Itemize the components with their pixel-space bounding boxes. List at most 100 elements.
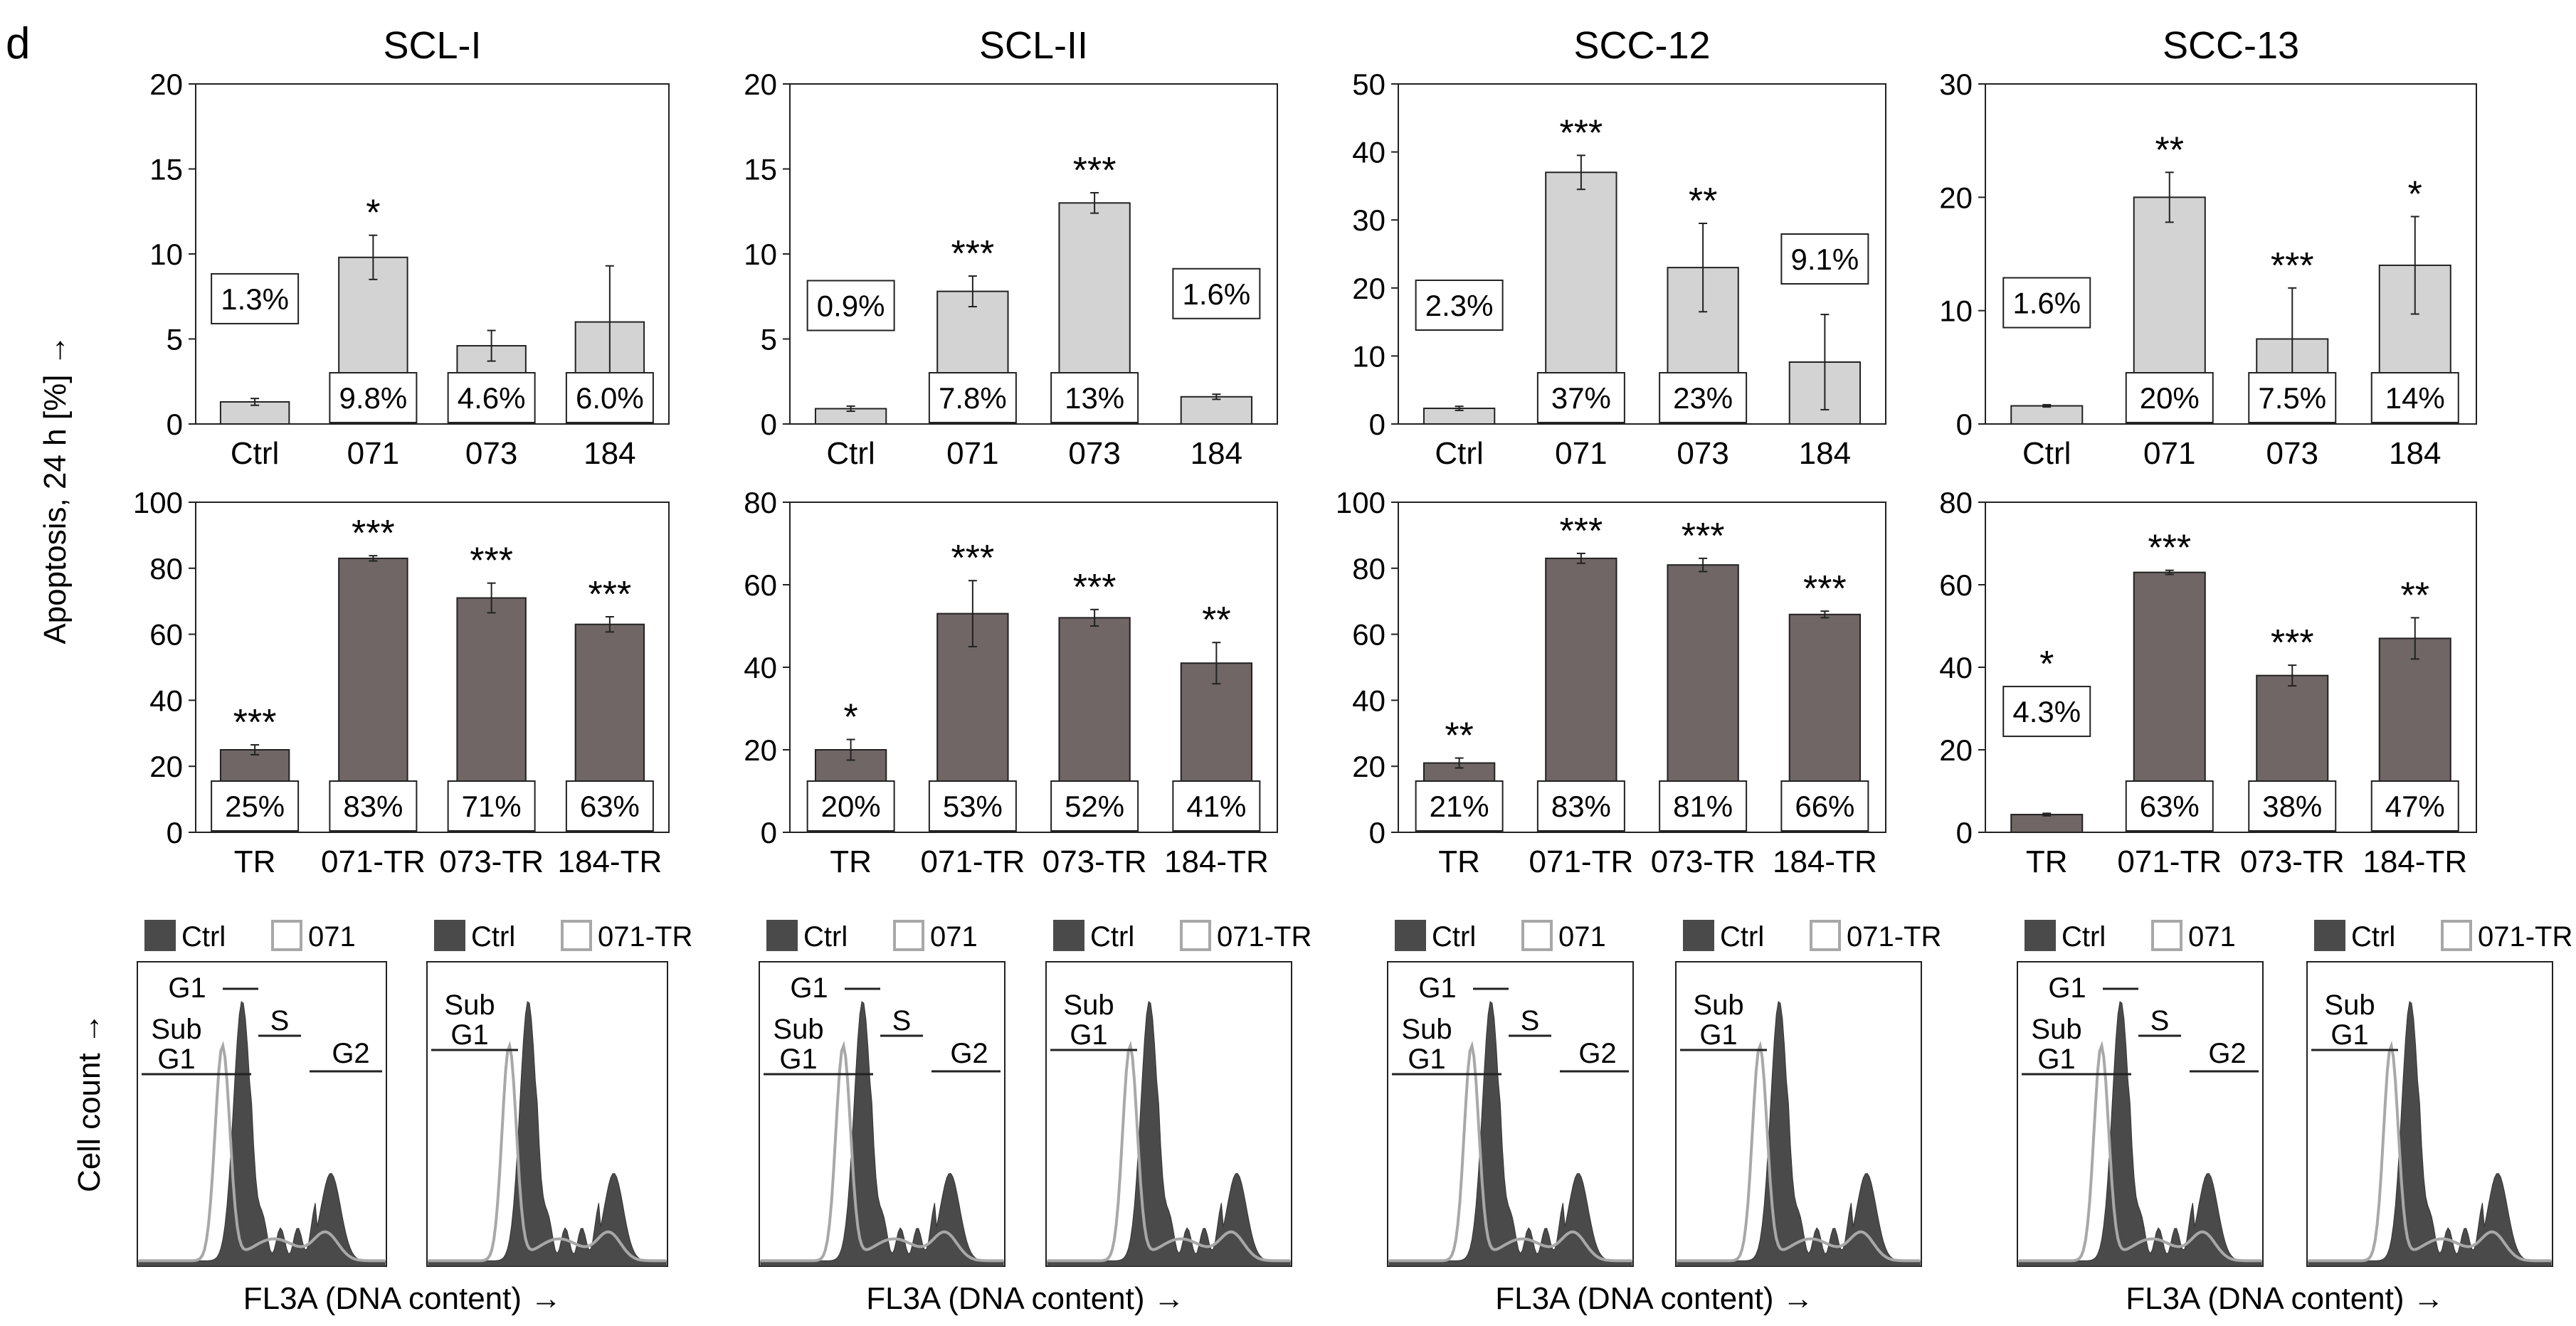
bottom-ytick-label: 0 xyxy=(761,816,777,849)
top-category-label: Ctrl xyxy=(231,436,279,471)
legend-label-treated: 071 xyxy=(1558,921,1606,953)
gate-label-g1: G1 xyxy=(168,972,206,1004)
top-ytick-label: 0 xyxy=(1369,408,1385,441)
gate-label-sub: Sub xyxy=(1401,1014,1452,1045)
column-2: SCL-II051015200.9%Ctrl7.8%***07113%***07… xyxy=(744,24,1278,879)
top-ytick-label: 50 xyxy=(1352,68,1385,101)
top-ytick-label: 0 xyxy=(1956,408,1973,441)
legend-swatch-treated xyxy=(2441,920,2472,951)
bottom-value-label: 47% xyxy=(2385,790,2445,823)
top-ytick-label: 10 xyxy=(1939,295,1973,328)
bottom-value-label-box xyxy=(1536,780,1625,832)
panel-letter: d xyxy=(6,19,30,68)
top-value-label: 1.3% xyxy=(221,282,289,316)
bottom-category-label: 184-TR xyxy=(1164,844,1269,879)
y-axis-label: Apoptosis, 24 h [%] → xyxy=(38,334,73,644)
gate-label-s: S xyxy=(1521,1005,1540,1036)
column-title: SCL-I xyxy=(383,24,481,67)
bottom-value-label-box xyxy=(2002,686,2091,738)
histogram-treated-line xyxy=(1389,1040,1632,1263)
bottom-significance: *** xyxy=(352,513,395,554)
gate-label-sub: Sub xyxy=(1063,990,1114,1021)
bottom-value-label-box xyxy=(1780,780,1869,832)
top-value-label: 1.6% xyxy=(1183,277,1251,311)
bottom-value-label-box xyxy=(928,780,1017,832)
bottom-category-label: TR xyxy=(830,844,872,879)
top-significance: ** xyxy=(1689,181,1717,222)
legend-swatch-ctrl xyxy=(144,920,176,951)
gate-label-s: S xyxy=(270,1005,290,1036)
bottom-significance: *** xyxy=(1803,568,1847,610)
bottom-category-label: 184-TR xyxy=(1773,844,1877,879)
bottom-value-label: 83% xyxy=(343,790,403,823)
top-value-label-box xyxy=(2002,277,2091,329)
top-value-label-box xyxy=(329,372,418,423)
gate-label-sub-g1: G1 xyxy=(1699,1019,1737,1051)
column-title: SCC-12 xyxy=(1573,24,1710,67)
bottom-value-label-box xyxy=(1415,780,1504,832)
gate-label-s: S xyxy=(2150,1005,2170,1036)
bottom-value-label-box xyxy=(1050,780,1139,832)
top-category-label: 073 xyxy=(2266,436,2318,471)
top-value-label-box xyxy=(2125,372,2214,423)
bottom-value-label: 66% xyxy=(1795,790,1854,823)
column-1: SCL-I 0 5 10 15 20 1.3% Ctrl 9.8% * 071 4.6% 073 6.0%… xyxy=(133,24,670,879)
top-value-label: 14% xyxy=(2385,381,2445,415)
legend-swatch-ctrl xyxy=(1053,920,1084,951)
top-value-label: 4.6% xyxy=(458,381,526,415)
top-plot-frame xyxy=(1985,83,2477,425)
bottom-ytick-label: 20 xyxy=(744,733,777,767)
bottom-ytick-label: 20 xyxy=(1939,733,1973,767)
legend-label-treated: 071-TR xyxy=(1217,921,1311,953)
bottom-value-label: 41% xyxy=(1186,790,1246,823)
top-value-label-box xyxy=(2248,372,2337,423)
histogram-treated-line xyxy=(139,1041,385,1263)
bottom-ytick-label: 60 xyxy=(149,618,183,652)
bottom-significance: ** xyxy=(1202,600,1230,641)
bottom-ytick-label: 80 xyxy=(1939,486,1973,519)
bottom-category-label: TR xyxy=(2026,844,2068,879)
top-value-label: 9.8% xyxy=(339,381,408,415)
top-plot-frame xyxy=(789,83,1278,425)
bottom-significance: * xyxy=(2039,644,2054,685)
bottom-plot-frame xyxy=(1398,502,1886,833)
bottom-value-label: 52% xyxy=(1065,790,1124,823)
top-value-label-box xyxy=(447,372,536,423)
gate-label-sub: Sub xyxy=(1693,990,1743,1021)
bottom-category-label: TR xyxy=(1438,844,1480,879)
bottom-significance: *** xyxy=(951,538,995,579)
top-value-label: 23% xyxy=(1673,381,1733,415)
bottom-significance: *** xyxy=(1560,511,1603,552)
column-title: SCC-13 xyxy=(2163,24,2299,67)
bottom-significance: *** xyxy=(1073,567,1117,608)
bottom-significance: *** xyxy=(470,541,513,582)
bottom-category-label: 073-TR xyxy=(1651,844,1756,879)
bottom-category-label: 073-TR xyxy=(439,844,544,879)
top-category-label: 184 xyxy=(2389,436,2441,471)
legend-label-ctrl: Ctrl xyxy=(803,921,848,953)
legend-label-treated: 071-TR xyxy=(1847,921,1941,953)
bottom-category-label: TR xyxy=(234,844,276,879)
top-category-label: Ctrl xyxy=(826,436,875,471)
top-category-label: 184 xyxy=(1191,436,1242,471)
bottom-value-label: 63% xyxy=(2140,790,2200,823)
bottom-category-label: 184-TR xyxy=(2363,844,2467,879)
top-significance: * xyxy=(366,193,380,234)
bottom-significance: *** xyxy=(2148,528,2191,569)
bottom-value-label: 53% xyxy=(943,790,1003,823)
top-category-label: Ctrl xyxy=(2022,436,2071,471)
top-ytick-label: 10 xyxy=(149,238,183,271)
legend-label-ctrl: Ctrl xyxy=(1720,921,1764,953)
gate-label-g2: G2 xyxy=(950,1038,988,1069)
top-value-label-box xyxy=(1536,372,1625,423)
top-plot-frame xyxy=(1398,83,1886,425)
bottom-value-label: 25% xyxy=(225,790,285,823)
bottom-significance: *** xyxy=(1682,516,1725,557)
top-ytick-label: 40 xyxy=(1352,136,1385,169)
top-value-label-box xyxy=(2370,372,2459,423)
